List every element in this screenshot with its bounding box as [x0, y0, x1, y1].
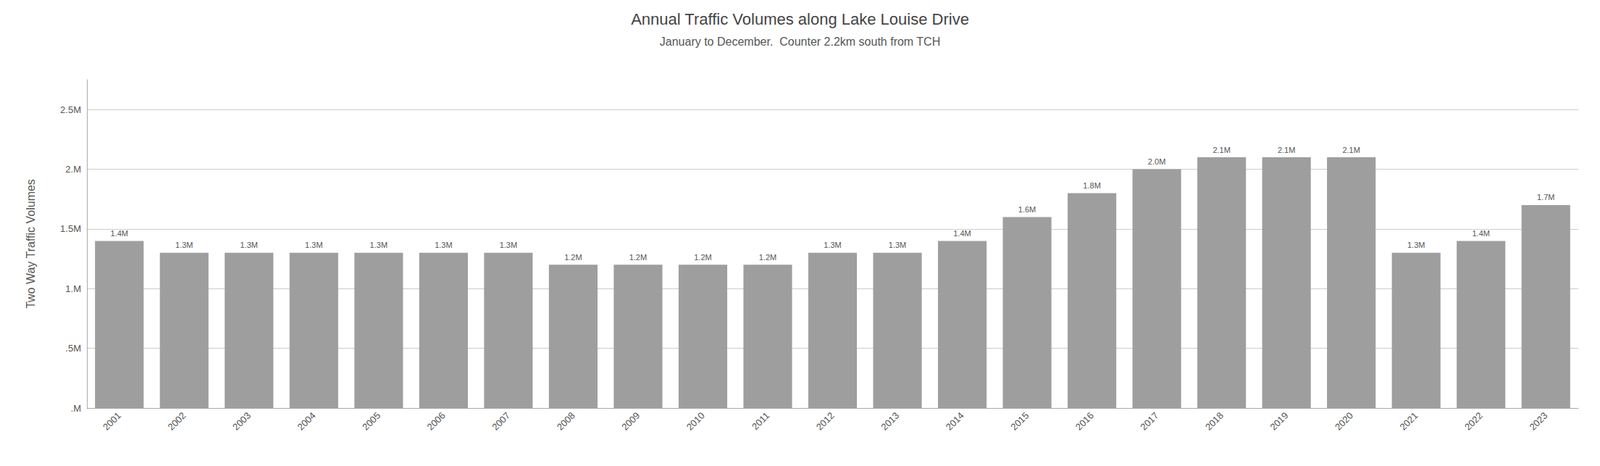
svg-text:2.5M: 2.5M — [60, 104, 82, 116]
svg-text:2.1M: 2.1M — [1342, 145, 1360, 155]
svg-text:2014: 2014 — [943, 409, 967, 433]
svg-text:.5M: .5M — [65, 342, 82, 354]
svg-text:2022: 2022 — [1462, 409, 1485, 433]
svg-text:1.2M: 1.2M — [759, 252, 777, 262]
svg-text:2017: 2017 — [1137, 409, 1161, 433]
svg-text:1.3M: 1.3M — [240, 240, 258, 250]
svg-text:1.3M: 1.3M — [434, 240, 452, 250]
svg-text:Two Way Traffic Volumes: Two Way Traffic Volumes — [24, 178, 37, 309]
svg-text:1.4M: 1.4M — [1471, 228, 1490, 238]
svg-text:1.M: 1.M — [65, 283, 82, 295]
svg-text:1.8M: 1.8M — [1082, 181, 1101, 190]
svg-text:1.3M: 1.3M — [823, 240, 841, 250]
svg-text:2023: 2023 — [1527, 409, 1551, 433]
svg-text:1.4M: 1.4M — [953, 228, 971, 238]
svg-text:1.2M: 1.2M — [629, 252, 647, 262]
svg-text:1.3M: 1.3M — [499, 240, 518, 250]
svg-text:2019: 2019 — [1267, 409, 1290, 433]
svg-text:2007: 2007 — [489, 409, 513, 433]
svg-text:2009: 2009 — [619, 409, 642, 433]
svg-text:2006: 2006 — [425, 409, 448, 433]
svg-text:2.1M: 2.1M — [1277, 145, 1296, 155]
svg-text:2003: 2003 — [230, 409, 253, 433]
svg-text:.M: .M — [70, 402, 82, 414]
svg-text:1.3M: 1.3M — [888, 240, 907, 250]
svg-text:2016: 2016 — [1073, 409, 1096, 433]
svg-text:1.3M: 1.3M — [304, 240, 323, 250]
svg-text:2015: 2015 — [1008, 409, 1031, 433]
svg-text:2005: 2005 — [359, 409, 383, 433]
svg-text:1.4M: 1.4M — [110, 228, 129, 238]
svg-text:1.5M: 1.5M — [60, 223, 82, 234]
svg-text:1.6M: 1.6M — [1018, 204, 1036, 214]
svg-text:1.7M: 1.7M — [1536, 192, 1555, 202]
svg-text:2.0M: 2.0M — [1148, 157, 1166, 166]
svg-text:2002: 2002 — [165, 409, 189, 433]
svg-text:2.M: 2.M — [65, 163, 82, 175]
svg-text:2013: 2013 — [878, 409, 902, 433]
svg-text:1.3M: 1.3M — [175, 240, 193, 250]
svg-text:Annual Traffic Volumes along L: Annual Traffic Volumes along Lake Louise… — [630, 10, 970, 29]
svg-text:2020: 2020 — [1332, 409, 1356, 433]
svg-text:2004: 2004 — [295, 409, 318, 433]
svg-text:1.3M: 1.3M — [370, 240, 388, 250]
svg-text:1.2M: 1.2M — [564, 252, 582, 262]
svg-text:1.2M: 1.2M — [693, 252, 712, 262]
svg-text:1.3M: 1.3M — [1407, 240, 1425, 250]
svg-text:January to December. Counter: January to December. Counter 2.2km south… — [659, 35, 941, 48]
svg-text:2010: 2010 — [684, 409, 707, 433]
svg-text:2012: 2012 — [814, 409, 837, 433]
svg-text:2021: 2021 — [1397, 409, 1420, 433]
svg-text:2011: 2011 — [749, 409, 772, 432]
svg-text:2001: 2001 — [100, 409, 124, 433]
svg-text:2008: 2008 — [554, 409, 578, 433]
svg-text:2.1M: 2.1M — [1212, 145, 1230, 155]
svg-text:2018: 2018 — [1203, 409, 1226, 433]
